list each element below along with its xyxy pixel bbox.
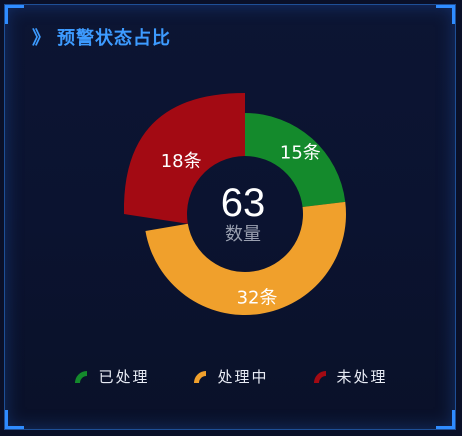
slice-label-processed: 15条 xyxy=(280,142,321,163)
slice-label-unprocessed: 18条 xyxy=(161,151,202,172)
legend-item-unprocessed[interactable]: 未处理 xyxy=(313,366,388,387)
legend-label: 处理中 xyxy=(217,368,269,386)
slice-label-processing: 32条 xyxy=(237,288,278,309)
legend-item-processing[interactable]: 处理中 xyxy=(193,366,268,387)
slice-unprocessed[interactable] xyxy=(124,93,245,224)
double-chevron-icon: 》 xyxy=(32,28,51,49)
panel-corner-bottom-right xyxy=(436,410,455,429)
panel-title: 预警状态占比 xyxy=(57,28,171,49)
slice-processing[interactable] xyxy=(145,201,347,316)
panel-header: 》 预警状态占比 xyxy=(32,24,171,50)
legend-swatch-icon xyxy=(74,370,88,384)
legend-label: 未处理 xyxy=(336,368,388,386)
slice-processed[interactable] xyxy=(245,113,346,208)
center-total-value: 63 xyxy=(221,181,266,225)
chart-legend: 已处理 处理中 未处理 xyxy=(0,366,462,387)
legend-swatch-icon xyxy=(193,370,207,384)
panel-corner-bottom-left xyxy=(5,410,24,429)
center-total-label: 数量 xyxy=(225,224,261,245)
legend-label: 已处理 xyxy=(98,368,150,386)
legend-swatch-icon xyxy=(313,370,327,384)
legend-item-processed[interactable]: 已处理 xyxy=(74,366,149,387)
warning-status-panel xyxy=(4,4,456,430)
panel-corner-top-left xyxy=(5,5,24,24)
panel-corner-top-right xyxy=(436,5,455,24)
